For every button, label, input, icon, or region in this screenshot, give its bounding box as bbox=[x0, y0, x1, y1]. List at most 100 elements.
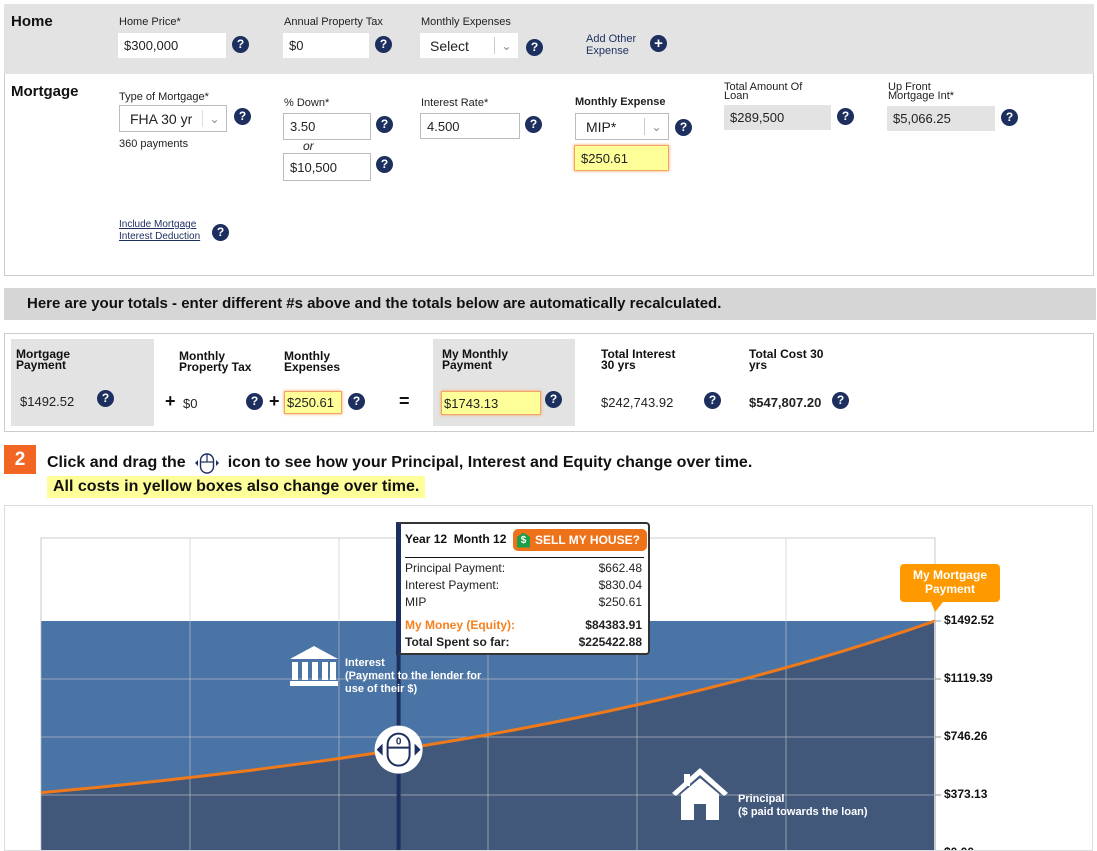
home-price-label: Home Price* bbox=[119, 16, 181, 28]
monthly-expense-label: Monthly Expense bbox=[575, 96, 666, 108]
equity-value: $84383.91 bbox=[585, 618, 642, 632]
chevron-down-icon: ⌄ bbox=[202, 110, 226, 127]
monthly-expenses-select[interactable]: Select ⌄ bbox=[420, 33, 518, 58]
total-cost-help-icon[interactable]: ? bbox=[832, 392, 849, 409]
home-price-input[interactable]: $300,000 bbox=[118, 33, 226, 58]
home-price-help-icon[interactable]: ? bbox=[232, 36, 249, 53]
monthly-expense-selected: MIP* bbox=[586, 118, 617, 135]
interest-rate-help-icon[interactable]: ? bbox=[525, 116, 542, 133]
monthly-expense-select[interactable]: MIP* ⌄ bbox=[575, 113, 669, 140]
total-loan-value: $289,500 bbox=[724, 105, 831, 130]
my-payment-help-icon[interactable]: ? bbox=[545, 391, 562, 408]
house-icon bbox=[672, 768, 728, 820]
totals-banner: Here are your totals - enter different #… bbox=[4, 288, 1096, 320]
home-section-title: Home bbox=[11, 13, 53, 30]
monthly-expenses-help-icon[interactable]: ? bbox=[526, 39, 543, 56]
total-interest-label: Total Interest 30 yrs bbox=[601, 347, 676, 372]
year-tooltip: Year 12 Month 12 $ SELL MY HOUSE? Princi… bbox=[396, 522, 650, 655]
amortization-chart[interactable]: 0 bbox=[5, 506, 1093, 851]
my-payment-label: My Monthly Payment bbox=[442, 347, 508, 372]
mortgage-type-help-icon[interactable]: ? bbox=[234, 108, 251, 125]
interest-payment-value: $830.04 bbox=[598, 578, 642, 592]
total-cost-label: Total Cost 30 yrs bbox=[749, 347, 824, 372]
step-instruction: Click and drag the icon to see how your … bbox=[47, 451, 752, 475]
down-label: % Down* bbox=[284, 97, 330, 109]
mortgage-deduction-link[interactable]: Include Mortgage Interest Deduction bbox=[119, 219, 201, 242]
tooltip-interest-row: Interest Payment: $830.04 bbox=[405, 578, 642, 592]
upfront-label: Up Front Mortgage Int* bbox=[888, 81, 955, 102]
interest-rate-input[interactable]: 4.500 bbox=[420, 113, 520, 139]
or-text: or bbox=[303, 139, 314, 153]
total-loan-label: Total Amount Of Loan bbox=[724, 81, 803, 102]
spent-label: Total Spent so far: bbox=[405, 635, 510, 649]
sell-house-label: SELL MY HOUSE? bbox=[535, 533, 640, 547]
y-tick-label: $1492.52 bbox=[944, 613, 995, 627]
sell-house-button[interactable]: $ SELL MY HOUSE? bbox=[513, 529, 647, 551]
expenses-total-value: $250.61 bbox=[284, 391, 342, 414]
monthly-expenses-selected: Select bbox=[430, 37, 469, 54]
upfront-value: $5,066.25 bbox=[887, 106, 995, 131]
monthly-expense-help-icon[interactable]: ? bbox=[675, 119, 692, 136]
instruction-before: Click and drag the bbox=[47, 454, 186, 471]
mouse-drag-handle-icon[interactable]: 0 bbox=[376, 732, 421, 767]
chevron-down-icon: ⌄ bbox=[644, 118, 668, 135]
interest-sublabel: (Payment to the lender for use of their … bbox=[345, 670, 482, 695]
add-expense-plus-icon[interactable]: + bbox=[650, 35, 667, 52]
bank-icon bbox=[290, 646, 338, 686]
down-amount-help-icon[interactable]: ? bbox=[376, 156, 393, 173]
principal-payment-value: $662.48 bbox=[598, 561, 642, 575]
property-tax-total-value: $0 bbox=[183, 396, 198, 411]
equity-label: My Money (Equity): bbox=[405, 618, 515, 632]
add-other-expense-link[interactable]: Add Other Expense bbox=[586, 33, 637, 57]
property-tax-total-label: Monthly Property Tax bbox=[179, 349, 252, 374]
drag-handle[interactable] bbox=[374, 725, 423, 774]
principal-payment-label: Principal Payment: bbox=[405, 561, 506, 575]
down-amount-input[interactable]: $10,500 bbox=[283, 153, 371, 181]
mortgage-payment-help-icon[interactable]: ? bbox=[97, 390, 114, 407]
svg-text:0: 0 bbox=[396, 737, 402, 748]
callout-pointer bbox=[931, 602, 943, 612]
down-percent-input[interactable]: 3.50 bbox=[283, 113, 371, 140]
mortgage-payment-callout: My Mortgage Payment bbox=[900, 564, 1000, 602]
step-badge: 2 bbox=[4, 445, 36, 474]
yellow-note: All costs in yellow boxes also change ov… bbox=[47, 476, 426, 498]
y-tick-label: $0.00 bbox=[944, 845, 974, 850]
property-tax-input[interactable]: $0 bbox=[283, 33, 369, 58]
monthly-expenses-label: Monthly Expenses bbox=[421, 16, 511, 28]
upfront-help-icon[interactable]: ? bbox=[1001, 109, 1018, 126]
monthly-expense-value[interactable]: $250.61 bbox=[574, 145, 669, 171]
plus-sign: + bbox=[165, 391, 176, 411]
mortgage-payment-box bbox=[11, 339, 154, 426]
total-cost-value: $547,807.20 bbox=[749, 395, 822, 410]
mip-label: MIP bbox=[405, 595, 427, 609]
tooltip-principal-row: Principal Payment: $662.48 bbox=[405, 561, 642, 575]
total-interest-help-icon[interactable]: ? bbox=[704, 392, 721, 409]
mortgage-type-selected: FHA 30 yr bbox=[130, 110, 193, 127]
plus-sign: + bbox=[269, 391, 280, 411]
y-tick-label: $1119.39 bbox=[944, 671, 993, 685]
principal-sublabel: ($ paid towards the loan) bbox=[738, 806, 868, 818]
mortgage-type-label: Type of Mortgage* bbox=[119, 91, 209, 103]
property-tax-total-help-icon[interactable]: ? bbox=[246, 393, 263, 410]
chart-panel: 0 My Mortgage Payment Interest (Payment t… bbox=[4, 505, 1093, 851]
mouse-drag-icon bbox=[194, 453, 219, 474]
y-tick-label: $746.26 bbox=[944, 729, 988, 743]
total-loan-help-icon[interactable]: ? bbox=[837, 108, 854, 125]
mortgage-panel bbox=[4, 74, 1094, 276]
payment-line bbox=[40, 619, 936, 795]
mortgage-type-select[interactable]: FHA 30 yr ⌄ bbox=[119, 105, 227, 132]
property-tax-help-icon[interactable]: ? bbox=[375, 36, 392, 53]
expenses-total-help-icon[interactable]: ? bbox=[348, 393, 365, 410]
property-tax-label: Annual Property Tax bbox=[284, 16, 383, 28]
totals-panel bbox=[4, 333, 1094, 432]
mortgage-payment-label: Mortgage Payment bbox=[16, 347, 70, 372]
tooltip-mip-row: MIP $250.61 bbox=[405, 595, 642, 609]
my-payment-value: $1743.13 bbox=[441, 391, 541, 415]
interest-payment-label: Interest Payment: bbox=[405, 578, 500, 592]
down-percent-help-icon[interactable]: ? bbox=[376, 116, 393, 133]
instruction-after: icon to see how your Principal, Interest… bbox=[227, 454, 753, 471]
tooltip-spent-row: Total Spent so far: $225422.88 bbox=[405, 635, 642, 649]
mortgage-payment-value: $1492.52 bbox=[20, 394, 75, 409]
deduction-help-icon[interactable]: ? bbox=[212, 224, 229, 241]
tooltip-equity-row: My Money (Equity): $84383.91 bbox=[405, 618, 642, 632]
